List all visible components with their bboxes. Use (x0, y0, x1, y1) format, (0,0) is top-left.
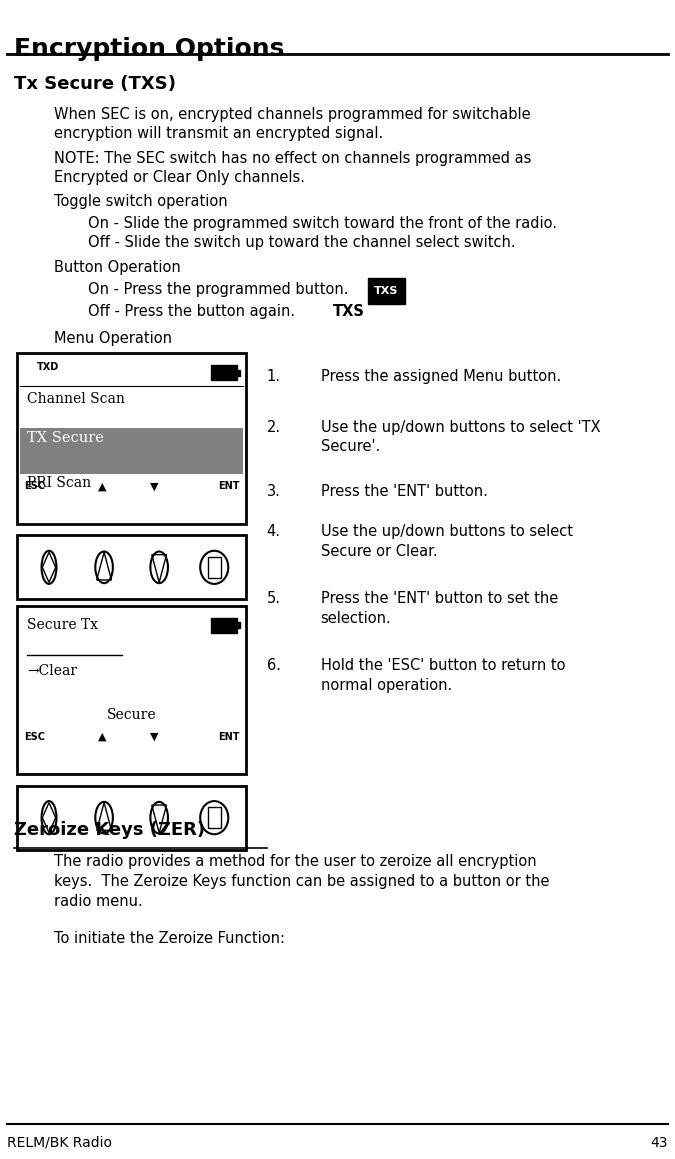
FancyBboxPatch shape (237, 622, 240, 628)
Text: Zeroize Keys (ZER): Zeroize Keys (ZER) (14, 821, 205, 839)
Text: TX Secure: TX Secure (27, 431, 104, 445)
Text: Off - Press the button again.: Off - Press the button again. (88, 304, 300, 319)
Text: Press the assigned Menu button.: Press the assigned Menu button. (321, 369, 561, 384)
Text: 4.: 4. (267, 524, 281, 539)
Text: ENT: ENT (218, 731, 240, 742)
Text: ENT: ENT (218, 481, 240, 491)
Text: ESC: ESC (24, 731, 45, 742)
Text: Hold the 'ESC' button to return to
normal operation.: Hold the 'ESC' button to return to norma… (321, 658, 565, 693)
Text: Press the 'ENT' button to set the
selection.: Press the 'ENT' button to set the select… (321, 591, 558, 626)
Text: When SEC is on, encrypted channels programmed for switchable
encryption will tra: When SEC is on, encrypted channels progr… (54, 107, 531, 141)
Text: NOTE: The SEC switch has no effect on channels programmed as
Encrypted or Clear : NOTE: The SEC switch has no effect on ch… (54, 151, 531, 185)
Text: →Clear: →Clear (27, 664, 77, 678)
Text: 1.: 1. (267, 369, 281, 384)
Text: ▲: ▲ (98, 481, 106, 491)
FancyBboxPatch shape (17, 786, 246, 850)
Text: 43: 43 (651, 1136, 668, 1150)
FancyBboxPatch shape (17, 535, 246, 599)
Text: 6.: 6. (267, 658, 281, 673)
Text: 3.: 3. (267, 484, 281, 500)
Text: Menu Operation: Menu Operation (54, 331, 172, 347)
Text: On - Press the programmed button.: On - Press the programmed button. (88, 282, 358, 297)
Text: To initiate the Zeroize Function:: To initiate the Zeroize Function: (54, 931, 285, 946)
Text: Encryption Options: Encryption Options (14, 37, 284, 61)
FancyBboxPatch shape (368, 278, 405, 304)
FancyBboxPatch shape (20, 428, 243, 474)
FancyBboxPatch shape (237, 370, 240, 376)
Text: 2.: 2. (267, 420, 281, 435)
Text: TXD: TXD (37, 362, 59, 372)
Text: Channel Scan: Channel Scan (27, 392, 125, 406)
Text: TXS: TXS (333, 304, 364, 319)
Text: Use the up/down buttons to select
Secure or Clear.: Use the up/down buttons to select Secure… (321, 524, 572, 559)
FancyBboxPatch shape (17, 606, 246, 774)
Text: On - Slide the programmed switch toward the front of the radio.
Off - Slide the : On - Slide the programmed switch toward … (88, 216, 557, 250)
Text: Secure: Secure (107, 708, 157, 722)
Text: ESC: ESC (24, 481, 45, 491)
Text: The radio provides a method for the user to zeroize all encryption
keys.  The Ze: The radio provides a method for the user… (54, 854, 549, 909)
Text: ▼: ▼ (151, 481, 159, 491)
FancyBboxPatch shape (211, 618, 237, 633)
Text: Tx Secure (TXS): Tx Secure (TXS) (14, 75, 176, 94)
Text: RELM/BK Radio: RELM/BK Radio (7, 1136, 112, 1150)
Text: TXS: TXS (374, 286, 399, 296)
FancyBboxPatch shape (17, 353, 246, 524)
Text: ▲: ▲ (98, 731, 106, 742)
Text: Secure Tx: Secure Tx (27, 618, 98, 632)
FancyBboxPatch shape (211, 365, 237, 380)
Text: Button Operation: Button Operation (54, 260, 181, 275)
Text: 5.: 5. (267, 591, 281, 606)
Text: Toggle switch operation: Toggle switch operation (54, 194, 227, 209)
Text: PRI Scan: PRI Scan (27, 476, 91, 490)
Text: Use the up/down buttons to select 'TX
Secure'.: Use the up/down buttons to select 'TX Se… (321, 420, 600, 454)
Text: ▼: ▼ (151, 731, 159, 742)
Text: Press the 'ENT' button.: Press the 'ENT' button. (321, 484, 487, 500)
